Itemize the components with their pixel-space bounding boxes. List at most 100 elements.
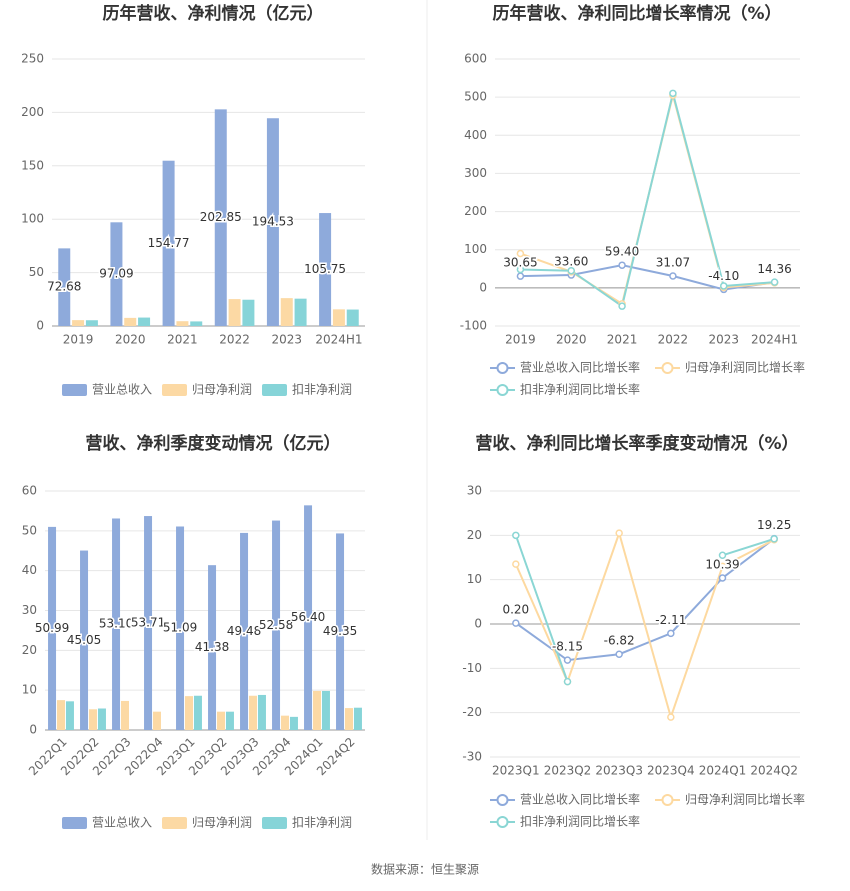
bar <box>332 309 345 326</box>
data-label: 72.68 <box>47 280 81 294</box>
legend-label: 扣非净利润 <box>292 383 352 397</box>
data-label: 10.39 <box>705 557 739 571</box>
legend-swatch <box>496 362 509 374</box>
data-label: -4.10 <box>708 269 739 283</box>
data-label: 31.07 <box>656 256 690 270</box>
bar <box>112 518 121 730</box>
point <box>669 89 677 98</box>
point <box>618 261 626 269</box>
x-tick-label: 2024Q2 <box>750 764 798 778</box>
data-label: 50.99 <box>35 621 69 635</box>
point <box>770 535 778 543</box>
data-label: 97.09 <box>99 267 133 281</box>
legend-swatch <box>496 816 509 828</box>
line <box>514 534 775 682</box>
line <box>514 529 775 721</box>
y-tick-label: 30 <box>22 603 37 617</box>
bar <box>313 690 321 730</box>
bar <box>353 707 362 730</box>
y-tick-label: 20 <box>467 528 482 542</box>
bar <box>80 550 89 730</box>
y-tick-label: 250 <box>21 52 44 66</box>
data-label: 52.58 <box>259 618 293 632</box>
bar <box>153 711 161 730</box>
bar <box>249 695 257 730</box>
x-tick-label: 2020 <box>115 333 146 347</box>
data-label: 154.77 <box>148 236 190 250</box>
chart-title: 历年营收、净利情况（亿元） <box>103 3 324 24</box>
data-label: 30.65 <box>503 256 537 270</box>
data-label: 49.35 <box>323 624 357 638</box>
x-tick-label: 2022 <box>658 333 689 347</box>
point <box>516 249 525 258</box>
data-label: 53.71 <box>131 616 165 630</box>
data-label: 194.53 <box>252 215 294 229</box>
x-tick-label: 2023 <box>708 333 739 347</box>
bar <box>217 711 225 730</box>
bar <box>280 298 293 326</box>
data-label: 53.10 <box>99 617 133 631</box>
x-tick-label: 2019 <box>505 333 536 347</box>
legend-swatch <box>62 384 87 396</box>
data-label: 105.75 <box>304 262 346 276</box>
legend-label: 营业总收入同比增长率 <box>520 360 640 375</box>
bar <box>185 696 193 730</box>
x-tick-label: 2024Q1 <box>699 764 747 778</box>
bar <box>162 160 175 326</box>
legend-label: 归母净利润 <box>192 816 252 830</box>
point <box>516 272 525 280</box>
bar <box>193 695 202 730</box>
point <box>615 650 623 658</box>
legend-swatch <box>661 794 674 806</box>
y-tick-label: 200 <box>21 105 44 119</box>
y-tick-label: 0 <box>479 280 487 294</box>
bar <box>138 317 151 326</box>
x-tick-label: 2023 <box>271 333 302 347</box>
line <box>520 264 775 291</box>
bar <box>57 700 65 730</box>
y-tick-label: 30 <box>467 484 482 498</box>
bar <box>257 694 266 730</box>
legend-label: 扣非净利润 <box>292 816 352 830</box>
bar <box>240 532 249 730</box>
data-label: 19.25 <box>757 518 791 532</box>
point <box>667 713 675 721</box>
bar <box>97 708 106 730</box>
point <box>667 629 675 638</box>
y-tick-label: -10 <box>462 661 482 675</box>
bar <box>89 709 97 730</box>
y-tick-label: 600 <box>464 52 487 66</box>
bar <box>48 526 57 730</box>
legend-label: 扣非净利润同比增长率 <box>520 814 640 829</box>
y-tick-label: 0 <box>36 319 44 333</box>
bar <box>225 711 234 730</box>
legend-label: 营业总收入同比增长率 <box>520 792 640 807</box>
legend-swatch <box>262 817 287 829</box>
y-tick-label: 60 <box>22 484 37 498</box>
bar <box>336 533 345 730</box>
chart-title: 营收、净利季度变动情况（亿元） <box>86 433 341 454</box>
bar <box>58 248 71 326</box>
y-tick-label: 150 <box>21 158 44 172</box>
bar <box>214 109 227 326</box>
bar <box>176 321 189 326</box>
bar <box>124 317 137 326</box>
y-tick-label: 0 <box>474 617 482 631</box>
point <box>563 656 572 664</box>
chart-title: 历年营收、净利同比增长率情况（%） <box>492 3 781 24</box>
x-tick-label: 2024H1 <box>315 333 362 347</box>
bar <box>346 309 359 326</box>
x-tick-label: 2023Q2 <box>544 764 592 778</box>
y-tick-label: 20 <box>22 643 37 657</box>
legend-swatch <box>496 384 509 396</box>
legend-swatch <box>661 362 674 374</box>
legend-swatch <box>162 817 187 829</box>
point <box>563 677 572 686</box>
point <box>512 619 520 627</box>
bar <box>190 321 203 326</box>
chart-title: 营收、净利同比增长率季度变动情况（%） <box>475 433 798 454</box>
bar <box>266 118 279 326</box>
x-tick-label: 2023Q1 <box>492 764 540 778</box>
y-tick-label: -100 <box>460 319 487 333</box>
y-tick-label: 50 <box>22 523 37 537</box>
